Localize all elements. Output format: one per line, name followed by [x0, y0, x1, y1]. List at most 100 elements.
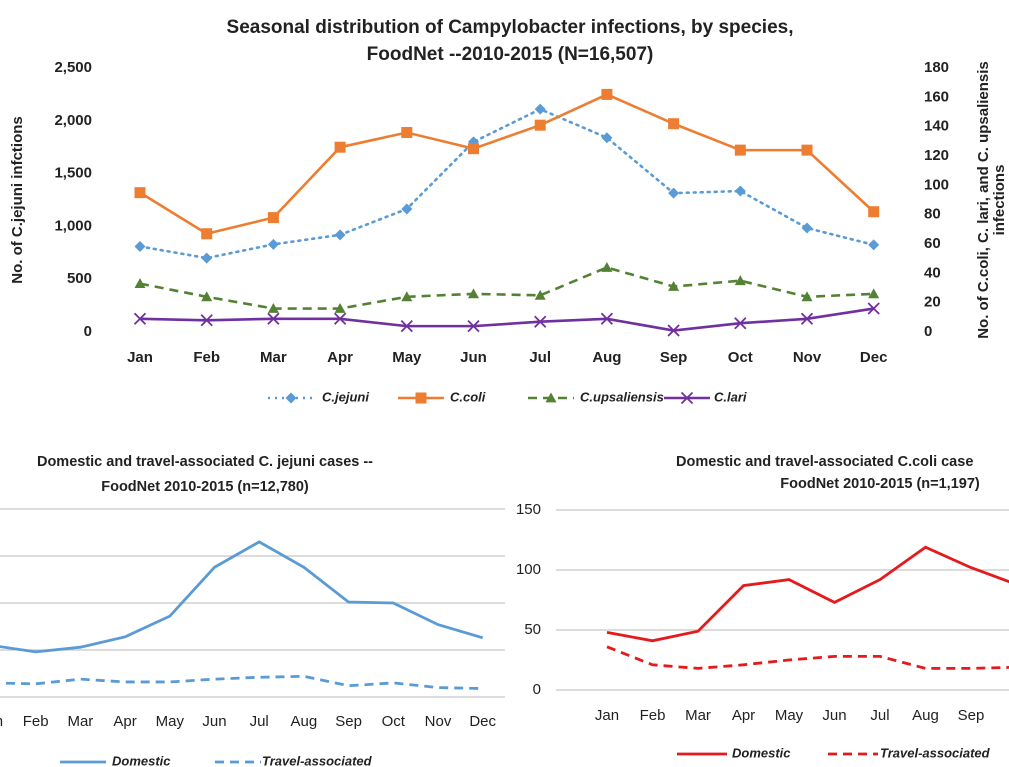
y2-tick-label: 40	[924, 264, 941, 281]
point	[334, 141, 346, 153]
y-tick-label: 1,000	[54, 217, 92, 234]
point	[267, 303, 279, 313]
x-tick-label: Jul	[529, 349, 551, 366]
y2-tick-label: 160	[924, 88, 949, 105]
legend-marker	[285, 392, 297, 404]
chart-title: FoodNet 2010-2015 (n=1,197)	[780, 476, 980, 492]
x-tick-label: Feb	[640, 707, 666, 724]
point	[600, 312, 614, 325]
point	[333, 312, 347, 325]
point	[468, 143, 479, 155]
x-tick-label: Apr	[113, 713, 136, 730]
x-tick-label: Mar	[260, 349, 287, 366]
point	[134, 240, 146, 252]
point	[734, 275, 746, 286]
series-line	[606, 545, 1009, 643]
point	[334, 303, 346, 313]
point	[400, 319, 413, 333]
point	[668, 118, 680, 130]
x-tick-label: Feb	[23, 713, 49, 730]
series-line	[0, 540, 484, 654]
y2-tick-label: 100	[924, 176, 949, 193]
y-tick-label: 500	[67, 270, 92, 287]
point	[534, 103, 546, 115]
legend-label: C.coli	[450, 389, 486, 404]
legend-label: Domestic	[112, 753, 171, 767]
y2-tick-label: 80	[924, 206, 941, 223]
y-tick-label: 50	[524, 621, 541, 638]
series-line	[139, 307, 874, 332]
point	[534, 289, 546, 300]
chart-title: Domestic and travel-associated C.coli ca…	[676, 454, 973, 470]
series-line	[139, 92, 875, 236]
chart: Seasonal distribution of Campylobacter i…	[9, 17, 1008, 404]
point	[201, 252, 213, 264]
legend-marker	[680, 391, 694, 405]
point	[734, 144, 746, 156]
y2-axis-label: infections	[991, 165, 1008, 236]
y2-tick-label: 140	[924, 118, 949, 135]
chart: Domestic and travel-associated C. jejuni…	[0, 454, 505, 767]
point	[201, 228, 213, 240]
point	[734, 317, 747, 330]
point	[801, 144, 813, 156]
x-tick-label: Mar	[685, 707, 711, 724]
x-tick-label: Oct	[728, 349, 753, 366]
chart: Domestic and travel-associated C.coli ca…	[516, 454, 1009, 760]
point	[267, 238, 279, 250]
x-tick-label: May	[156, 713, 185, 730]
point	[401, 203, 413, 215]
point	[334, 229, 346, 241]
x-tick-label: May	[775, 707, 804, 724]
x-tick-label: Aug	[912, 707, 939, 724]
x-tick-label: Nov	[793, 349, 822, 366]
point	[401, 291, 413, 302]
x-tick-label: Sep	[335, 713, 362, 730]
legend-label: C.lari	[714, 389, 747, 404]
y2-tick-label: 60	[924, 235, 941, 252]
chart-title: FoodNet 2010-2015 (n=12,780)	[101, 479, 309, 495]
x-tick-label: Jan	[0, 713, 3, 730]
point	[800, 312, 814, 325]
y-tick-label: 0	[84, 323, 92, 340]
point	[801, 222, 813, 234]
point	[667, 324, 680, 337]
point	[201, 291, 213, 302]
y2-tick-label: 180	[924, 59, 949, 76]
point	[133, 312, 147, 325]
point	[601, 132, 613, 144]
x-tick-label: Aug	[592, 349, 621, 366]
point	[668, 281, 680, 291]
point	[867, 302, 880, 315]
y-tick-label: 100	[516, 561, 541, 578]
point	[134, 278, 146, 288]
x-tick-label: Jun	[202, 713, 226, 730]
y2-tick-label: 120	[924, 147, 949, 164]
x-tick-label: Sep	[660, 349, 688, 366]
x-tick-label: Mar	[67, 713, 93, 730]
legend-label: Travel-associated	[262, 753, 373, 767]
legend-label: C.upsaliensis	[580, 389, 664, 404]
y-tick-label: 0	[533, 681, 541, 698]
y2-tick-label: 0	[924, 323, 932, 340]
y-tick-label: 2,000	[54, 112, 92, 129]
series-line	[0, 674, 483, 690]
chart-title: Domestic and travel-associated C. jejuni…	[37, 454, 373, 470]
point	[601, 261, 613, 272]
point	[467, 319, 480, 333]
point	[134, 187, 146, 199]
point	[734, 185, 746, 197]
point	[267, 212, 279, 224]
point	[801, 291, 813, 302]
series-line	[138, 107, 875, 260]
y2-tick-label: 20	[924, 294, 941, 311]
x-tick-label: Apr	[327, 349, 353, 366]
point	[868, 288, 880, 299]
legend-label: Domestic	[732, 745, 791, 760]
y-tick-label: 2,500	[54, 59, 92, 76]
chart-title: FoodNet --2010-2015 (N=16,507)	[367, 44, 654, 65]
x-tick-label: May	[392, 349, 422, 366]
legend-marker	[415, 392, 427, 404]
point	[468, 288, 479, 299]
